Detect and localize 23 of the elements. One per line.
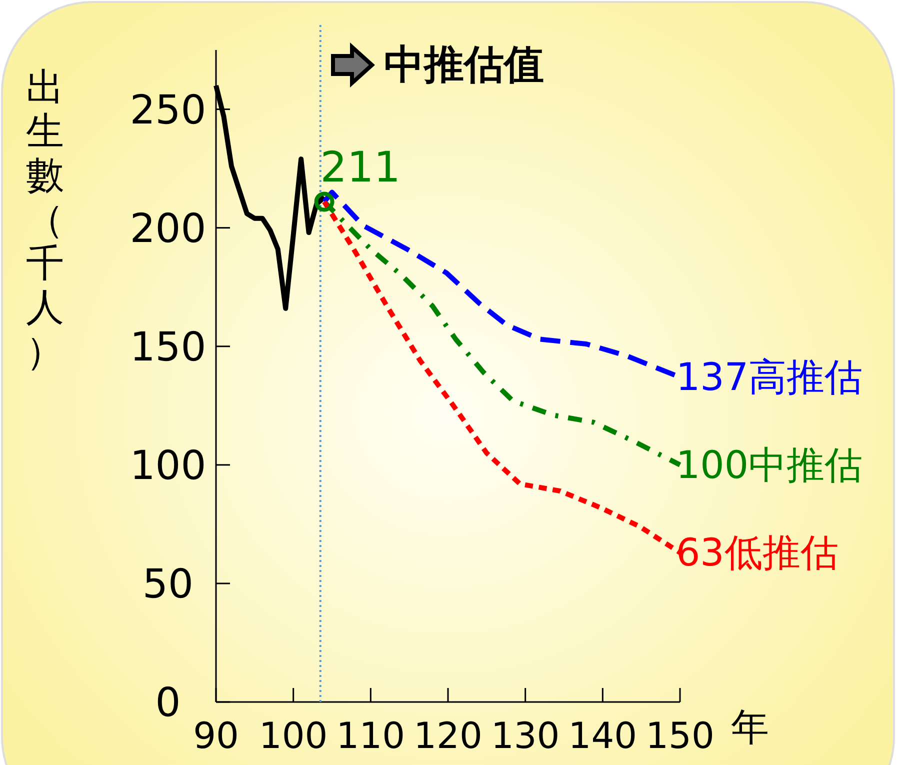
- y-tick-label: 250: [130, 87, 206, 134]
- series-label: 中推估: [748, 442, 863, 487]
- series-label: 低推估: [724, 530, 838, 575]
- x-tick-label: 120: [414, 716, 482, 757]
- data-label: 211: [320, 142, 400, 192]
- y-tick-label: 150: [130, 324, 206, 370]
- data-label: 137: [676, 355, 749, 400]
- y-tick-label: 200: [130, 206, 206, 252]
- data-label: 100: [676, 442, 749, 487]
- y-tick-label: 100: [130, 442, 206, 489]
- y-tick-label: 50: [142, 561, 194, 608]
- y-tick-label: 0: [155, 680, 181, 726]
- y-axis-title: 出生數（千人）: [26, 65, 64, 373]
- chart-title: 中推估值: [384, 41, 544, 88]
- x-tick-label: 110: [336, 716, 406, 757]
- x-tick-label: 100: [258, 716, 328, 757]
- series-label: 高推估: [748, 355, 863, 400]
- x-tick-label: 150: [646, 716, 714, 757]
- data-label: 63: [676, 530, 724, 575]
- x-tick-label: 90: [193, 716, 239, 757]
- x-axis-title: 年: [731, 705, 769, 749]
- x-tick-label: 130: [490, 716, 560, 757]
- x-tick-label: 140: [568, 716, 638, 757]
